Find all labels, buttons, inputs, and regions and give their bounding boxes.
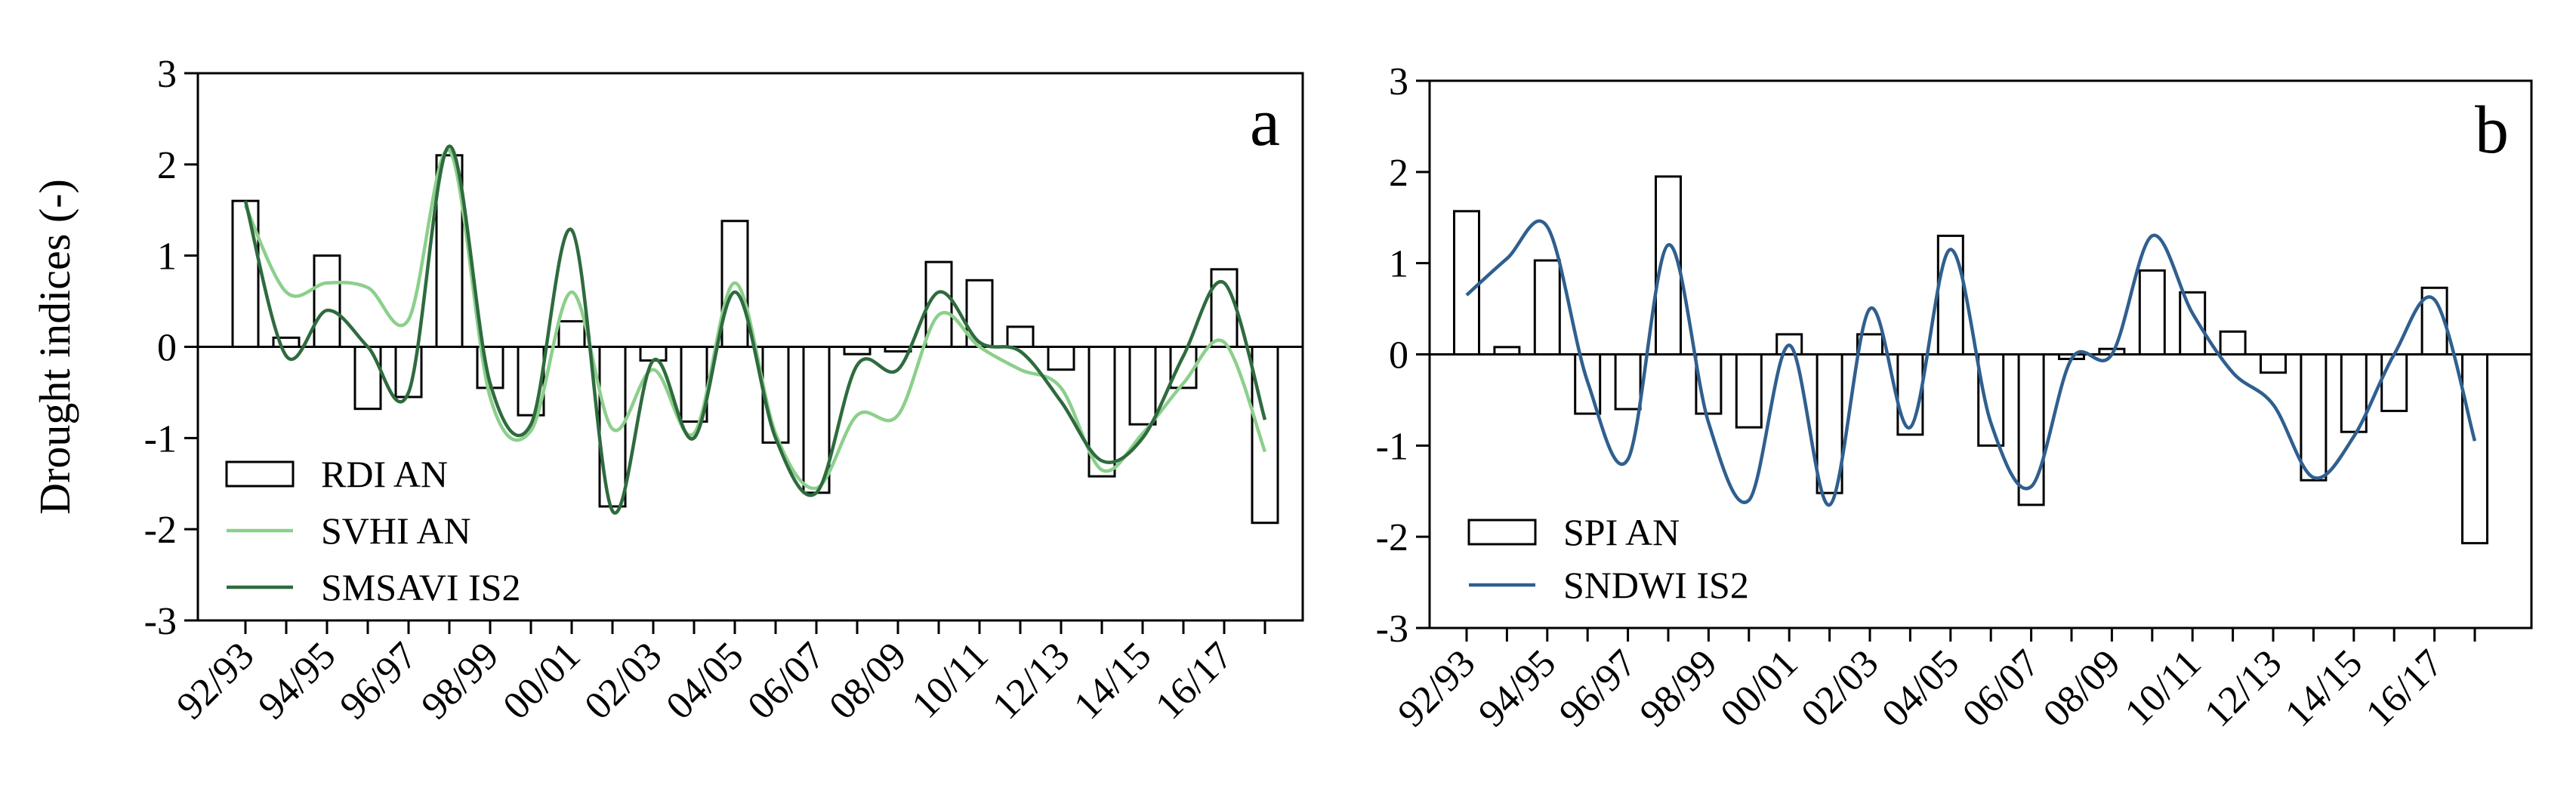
bar-96/97 bbox=[1614, 353, 1642, 411]
x-tick-label: 06/07 bbox=[739, 634, 833, 728]
bar-00/01 bbox=[557, 320, 586, 348]
x-tick-label: 94/95 bbox=[1470, 642, 1564, 735]
bar-12/13 bbox=[1047, 346, 1075, 371]
y-tick-label: 1 bbox=[157, 235, 177, 279]
legend-swatch-bar bbox=[225, 460, 295, 488]
legend-entry: SMSAVI IS2 bbox=[321, 566, 520, 608]
bar-06/07 bbox=[802, 346, 831, 494]
series-line-0 bbox=[1465, 219, 2477, 507]
x-tick-label: 14/15 bbox=[1066, 634, 1159, 728]
bar-11/12 bbox=[1006, 325, 1035, 348]
x-tick-label: 16/17 bbox=[1147, 634, 1241, 728]
bar-17/18 bbox=[2461, 353, 2488, 545]
series-line-1 bbox=[243, 144, 1267, 515]
bar-05/06 bbox=[1977, 353, 2005, 447]
bar-12/13 bbox=[2260, 353, 2287, 374]
x-tick-label: 98/99 bbox=[1632, 642, 1726, 735]
panel-label: b bbox=[2475, 93, 2509, 168]
y-tick-label: 2 bbox=[157, 144, 177, 187]
chart-panel-b: -3 -2 -1 0 1 2 3 92/9394/9596/9798/9900/0102/03… bbox=[1376, 60, 2533, 735]
bar-06/07 bbox=[2017, 353, 2045, 506]
bar-92/93 bbox=[1453, 210, 1480, 356]
bar-10/11 bbox=[2179, 291, 2207, 356]
x-tick-label: 08/09 bbox=[821, 634, 915, 728]
y-tick-label: -3 bbox=[1376, 608, 1408, 651]
x-tick-label: 10/11 bbox=[904, 634, 997, 727]
x-tick-label: 12/13 bbox=[2196, 642, 2290, 735]
bar-09/10 bbox=[2138, 269, 2166, 356]
x-tick-label: 16/17 bbox=[2358, 642, 2451, 735]
x-tick-label: 00/01 bbox=[1713, 642, 1806, 735]
x-tick-label: 10/11 bbox=[2117, 642, 2210, 734]
y-tick-label: -1 bbox=[1376, 425, 1408, 468]
panel-label: a bbox=[1250, 85, 1280, 160]
y-tick-label: -3 bbox=[144, 600, 177, 643]
x-tick-label: 96/97 bbox=[1551, 642, 1645, 735]
legend-swatch-bar bbox=[1467, 519, 1537, 546]
y-tick-label: -2 bbox=[144, 509, 177, 552]
x-tick-label: 08/09 bbox=[2035, 642, 2129, 735]
x-tick-label: 96/97 bbox=[332, 634, 425, 728]
y-tick-label: 0 bbox=[157, 327, 177, 370]
legend-entry: SNDWI IS2 bbox=[1563, 564, 1749, 606]
y-tick-label: 3 bbox=[1389, 60, 1408, 103]
x-tick-label: 12/13 bbox=[984, 634, 1078, 728]
bar-04/05 bbox=[1936, 234, 1964, 356]
y-tick-label: -2 bbox=[1376, 516, 1408, 559]
bar-99/00 bbox=[1735, 353, 1763, 429]
bar-94/95 bbox=[1533, 259, 1561, 356]
bar-94/95 bbox=[313, 254, 341, 348]
x-tick-label: 14/15 bbox=[2277, 642, 2371, 735]
legend-entry: SPI AN bbox=[1563, 511, 1680, 553]
x-tick-label: 94/95 bbox=[250, 634, 344, 728]
x-tick-label: 06/07 bbox=[1954, 642, 2048, 735]
bar-95/96 bbox=[353, 346, 382, 411]
y-tick-label: 0 bbox=[1389, 334, 1408, 377]
bar-15/16 bbox=[2380, 353, 2408, 412]
x-tick-label: 04/05 bbox=[658, 634, 751, 728]
bar-92/93 bbox=[231, 199, 260, 348]
chart-panel-a: -3 -2 -1 0 1 2 3 92/9394/9596/9798/9900/0102/03… bbox=[30, 53, 1304, 728]
x-tick-label: 00/01 bbox=[495, 634, 588, 728]
y-tick-label: 2 bbox=[1389, 152, 1408, 195]
x-tick-label: 98/99 bbox=[413, 634, 507, 728]
y-tick-label: 3 bbox=[157, 53, 177, 96]
y-tick-label: 1 bbox=[1389, 243, 1408, 286]
x-tick-label: 02/03 bbox=[1793, 642, 1886, 735]
x-tick-label: 92/93 bbox=[168, 634, 262, 728]
bar-13/14 bbox=[2300, 353, 2328, 482]
legend-entry: RDI AN bbox=[321, 453, 448, 495]
x-tick-label: 02/03 bbox=[576, 634, 670, 728]
bar-17/18 bbox=[1251, 346, 1279, 525]
bar-14/15 bbox=[1128, 346, 1157, 426]
x-tick-label: 92/93 bbox=[1390, 642, 1483, 735]
y-tick-label: -1 bbox=[144, 417, 177, 460]
bar-11/12 bbox=[2219, 330, 2247, 356]
legend-entry: SVHI AN bbox=[321, 509, 471, 552]
y-axis-title: Drought indices (-) bbox=[30, 179, 79, 515]
x-tick-label: 04/05 bbox=[1874, 642, 1967, 735]
